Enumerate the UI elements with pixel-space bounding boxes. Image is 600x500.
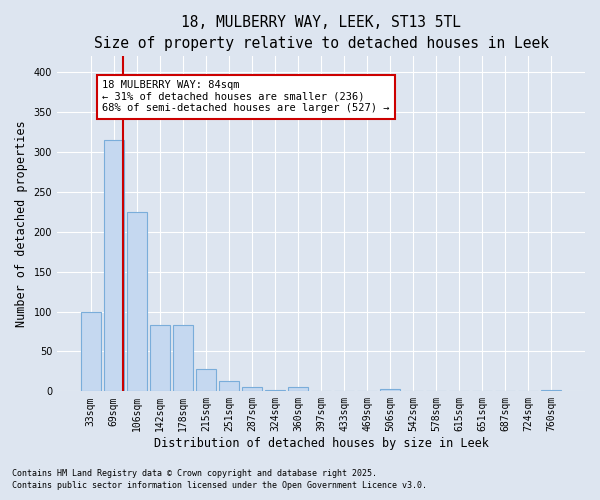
Bar [242,388,262,392]
Title: 18, MULBERRY WAY, LEEK, ST13 5TL
Size of property relative to detached houses in: 18, MULBERRY WAY, LEEK, ST13 5TL Size of… [94,15,548,51]
Bar [265,390,285,392]
Bar [150,325,170,392]
Bar [219,381,239,392]
Bar [127,212,146,392]
Bar [380,389,400,392]
Bar [288,388,308,392]
Bar [173,325,193,392]
Text: Contains HM Land Registry data © Crown copyright and database right 2025.
Contai: Contains HM Land Registry data © Crown c… [12,469,427,490]
Bar [104,140,124,392]
Bar [81,312,101,392]
Y-axis label: Number of detached properties: Number of detached properties [15,120,28,327]
Text: 18 MULBERRY WAY: 84sqm
← 31% of detached houses are smaller (236)
68% of semi-de: 18 MULBERRY WAY: 84sqm ← 31% of detached… [103,80,390,114]
Bar [541,390,561,392]
X-axis label: Distribution of detached houses by size in Leek: Distribution of detached houses by size … [154,437,488,450]
Bar [196,369,216,392]
